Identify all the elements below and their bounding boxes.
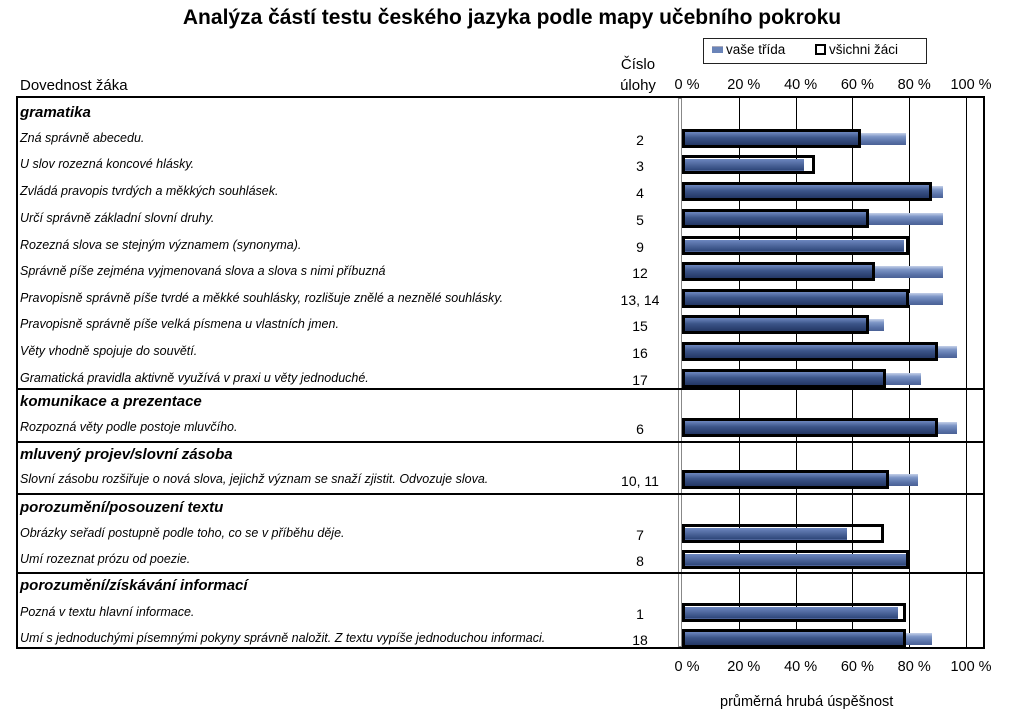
- task-number: 13, 14: [620, 292, 660, 308]
- chart-frame: [16, 96, 985, 649]
- skill-label: Určí správně základní slovní druhy.: [20, 211, 215, 225]
- bar-all: [682, 209, 870, 228]
- bar-all: [682, 182, 932, 201]
- skill-label: Gramatická pravidla aktivně využívá v pr…: [20, 371, 369, 385]
- bar-all: [682, 418, 938, 437]
- skill-label: Pozná v textu hlavní informace.: [20, 605, 195, 619]
- legend-swatch-all: [815, 44, 826, 55]
- task-number: 1: [636, 606, 644, 622]
- x-tick-bottom-1: 20 %: [727, 659, 761, 675]
- legend-label-all: všichni žáci: [829, 42, 899, 57]
- x-tick-bottom-4: 80 %: [897, 659, 931, 675]
- x-tick-top-5: 100 %: [950, 77, 992, 93]
- task-number: 6: [636, 421, 644, 437]
- task-number: 15: [632, 318, 648, 334]
- chart-title: Analýza částí testu českého jazyka podle…: [182, 6, 842, 29]
- x-tick-top-0: 0 %: [674, 77, 700, 93]
- bar-all: [682, 129, 861, 148]
- task-number: 10, 11: [621, 473, 659, 489]
- bar-all: [682, 550, 910, 569]
- x-axis-label: průměrná hrubá úspěšnost: [720, 694, 894, 710]
- category-label: porozumění/posouzení textu: [20, 499, 224, 516]
- bar-all-inner: [685, 159, 805, 170]
- x-tick-top-4: 80 %: [897, 77, 931, 93]
- bar-all: [682, 342, 938, 361]
- category-separator-2: [16, 493, 985, 495]
- task-number: 9: [636, 239, 644, 255]
- x-tick-bottom-3: 60 %: [840, 659, 874, 675]
- task-number: 5: [636, 212, 644, 228]
- task-number: 16: [632, 345, 648, 361]
- skill-label: Rozezná slova se stejným významem (synon…: [20, 238, 302, 252]
- bar-all-inner: [685, 528, 847, 539]
- bar-all: [682, 524, 884, 543]
- skill-label: Správně píše zejména vyjmenovaná slova a…: [20, 264, 386, 278]
- bar-all-inner: [685, 607, 898, 618]
- category-separator-1: [16, 441, 985, 443]
- skill-label: Věty vhodně spojuje do souvětí.: [20, 344, 198, 358]
- skill-label: Obrázky seřadí postupně podle toho, co s…: [20, 526, 345, 540]
- task-number: 4: [636, 185, 644, 201]
- task-number: 3: [636, 158, 644, 174]
- skill-label: Zvládá pravopis tvrdých a měkkých souhlá…: [20, 184, 279, 198]
- category-label: porozumění/získávání informací: [20, 577, 248, 594]
- task-number: 17: [632, 372, 648, 388]
- task-number: 12: [632, 265, 648, 281]
- bar-all: [682, 155, 816, 174]
- category-separator-3: [16, 572, 985, 574]
- gridline-5: [966, 98, 967, 647]
- task-number: 7: [636, 527, 644, 543]
- bar-all: [682, 262, 876, 281]
- skill-label: Umí s jednoduchými písemnými pokyny sprá…: [20, 631, 546, 645]
- task-number: 8: [636, 553, 644, 569]
- x-tick-top-1: 20 %: [727, 77, 761, 93]
- bar-all: [682, 629, 907, 648]
- task-number-header-line2: úlohy: [620, 77, 656, 94]
- bar-all: [682, 470, 890, 489]
- x-tick-bottom-2: 40 %: [784, 659, 818, 675]
- skill-label: Slovní zásobu rozšiřuje o nová slova, je…: [20, 472, 489, 486]
- skill-label: Pravopisně správně píše tvrdé a měkké so…: [20, 291, 504, 305]
- category-label: komunikace a prezentace: [20, 393, 202, 410]
- bar-all: [682, 289, 910, 308]
- legend: vaše třída všichni žáci: [703, 38, 927, 64]
- category-label: gramatika: [20, 104, 91, 121]
- task-number: 18: [632, 632, 648, 648]
- x-tick-bottom-5: 100 %: [950, 659, 992, 675]
- skill-label: Umí rozeznat prózu od poezie.: [20, 552, 191, 566]
- skill-label: Rozpozná věty podle postoje mluvčího.: [20, 420, 238, 434]
- category-label: mluvený projev/slovní zásoba: [20, 446, 233, 463]
- task-number-header: Číslo úlohy: [612, 54, 664, 96]
- bar-all: [682, 603, 907, 622]
- legend-item-all: všichni žáci: [815, 42, 898, 57]
- bar-all: [682, 315, 870, 334]
- x-tick-top-2: 40 %: [784, 77, 818, 93]
- skill-label: U slov rozezná koncové hlásky.: [20, 157, 195, 171]
- task-number-header-line1: Číslo: [620, 56, 656, 73]
- bar-all-inner: [685, 240, 904, 251]
- y-axis-line: [678, 98, 682, 647]
- legend-label-class: vaše třída: [726, 42, 786, 57]
- skill-label: Pravopisně správně píše velká písmena u …: [20, 317, 339, 331]
- x-tick-top-3: 60 %: [840, 77, 874, 93]
- legend-item-class: vaše třída: [712, 42, 785, 57]
- task-number: 2: [636, 132, 644, 148]
- bar-all: [682, 369, 887, 388]
- category-separator-0: [16, 388, 985, 390]
- skill-label: Zná správně abecedu.: [20, 131, 145, 145]
- skill-column-header: Dovednost žáka: [20, 77, 128, 94]
- bar-all-inner: [685, 554, 907, 565]
- gridline-4: [909, 98, 911, 647]
- bar-all: [682, 236, 910, 255]
- legend-swatch-class: [712, 46, 723, 53]
- x-tick-bottom-0: 0 %: [674, 659, 700, 675]
